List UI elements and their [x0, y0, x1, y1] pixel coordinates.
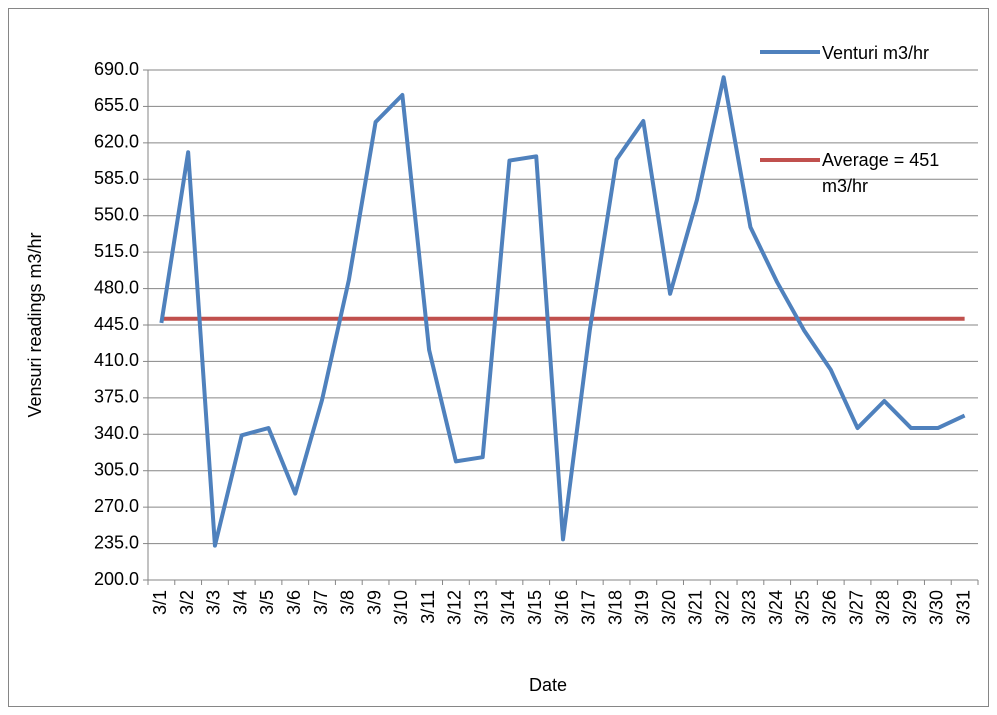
x-tick-label: 3/23 — [739, 590, 759, 625]
x-tick-label: 3/13 — [471, 590, 491, 625]
y-tick-label: 550.0 — [94, 204, 139, 224]
x-tick-label: 3/9 — [364, 590, 384, 615]
x-tick-label: 3/21 — [686, 590, 706, 625]
x-tick-label: 3/31 — [953, 590, 973, 625]
y-tick-label: 235.0 — [94, 532, 139, 552]
y-tick-label: 585.0 — [94, 168, 139, 188]
x-axis-title: Date — [529, 675, 567, 695]
x-tick-label: 3/11 — [418, 590, 438, 624]
x-tick-label: 3/24 — [766, 590, 786, 625]
x-tick-label: 3/14 — [498, 590, 518, 625]
legend-label: Venturi m3/hr — [822, 43, 930, 63]
x-tick-label: 3/28 — [873, 590, 893, 625]
x-tick-label: 3/5 — [257, 590, 277, 615]
x-tick-label: 3/26 — [819, 590, 839, 625]
y-tick-label: 445.0 — [94, 314, 139, 334]
x-tick-label: 3/30 — [927, 590, 947, 625]
y-axis-title: Vensuri readings m3/hr — [25, 232, 45, 417]
x-tick-label: 3/18 — [605, 590, 625, 625]
y-tick-label: 340.0 — [94, 423, 139, 443]
x-tick-label: 3/12 — [445, 590, 465, 625]
x-tick-label: 3/8 — [338, 590, 358, 615]
series-line — [159, 75, 966, 548]
x-tick-label: 3/7 — [311, 590, 331, 615]
x-tick-label: 3/22 — [712, 590, 732, 625]
x-tick-label: 3/19 — [632, 590, 652, 625]
legend-label: Average = 451 m3/hr — [822, 150, 940, 196]
y-tick-label: 270.0 — [94, 496, 139, 516]
y-tick-label: 690.0 — [94, 59, 139, 79]
x-tick-label: 3/15 — [525, 590, 545, 625]
chart-frame — [8, 8, 989, 707]
x-tick-label: 3/16 — [552, 590, 572, 625]
x-tick-label: 3/4 — [230, 590, 250, 615]
y-tick-label: 305.0 — [94, 459, 139, 479]
y-tick-label: 200.0 — [94, 569, 139, 589]
x-tick-label: 3/29 — [900, 590, 920, 625]
x-tick-label: 3/20 — [659, 590, 679, 625]
y-tick-label: 480.0 — [94, 277, 139, 297]
x-tick-label: 3/3 — [204, 590, 224, 615]
x-tick-label: 3/17 — [579, 590, 599, 625]
y-tick-label: 410.0 — [94, 350, 139, 370]
x-tick-label: 3/1 — [150, 590, 170, 615]
y-tick-label: 620.0 — [94, 132, 139, 152]
y-tick-label: 655.0 — [94, 95, 139, 115]
x-tick-label: 3/6 — [284, 590, 304, 615]
x-tick-label: 3/27 — [846, 590, 866, 625]
x-tick-label: 3/10 — [391, 590, 411, 625]
x-tick-label: 3/2 — [177, 590, 197, 615]
y-tick-label: 515.0 — [94, 241, 139, 261]
x-tick-label: 3/25 — [793, 590, 813, 625]
y-tick-label: 375.0 — [94, 387, 139, 407]
